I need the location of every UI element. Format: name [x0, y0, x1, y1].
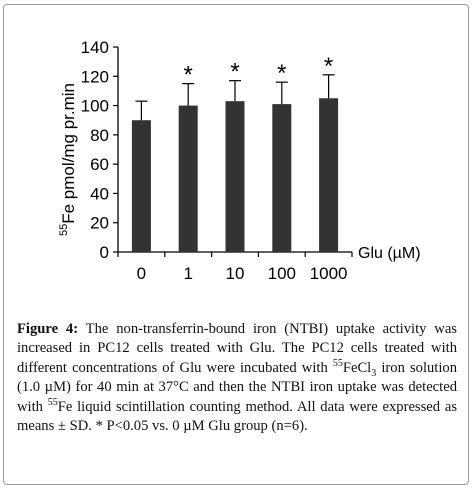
labels: 0 20 40 60 80 100 120 140 0 1 * 10 * 100 * 1000 * Glu (µM… — [58, 38, 421, 283]
caption-sup-1: 55 — [332, 357, 343, 369]
chart-svg: 0 20 40 60 80 100 120 140 0 1 * 10 * 100 * 1000 * Glu (µM… — [58, 38, 421, 283]
y-tick-label: 140 — [81, 38, 109, 57]
x-axis-label: Glu (µM) — [358, 245, 421, 262]
bar — [319, 98, 339, 252]
bar — [178, 105, 198, 252]
bar — [225, 101, 245, 252]
caption-text-4: Fe liquid scintillation counting method.… — [17, 398, 458, 435]
significance-star: * — [324, 53, 333, 80]
y-tick-label: 120 — [81, 67, 109, 86]
y-tick-label: 80 — [90, 126, 109, 145]
significance-star: * — [184, 62, 193, 89]
figure-caption: Figure 4: The non-transferrin-bound iron… — [17, 320, 457, 436]
bar-chart: 0 20 40 60 80 100 120 140 0 1 * 10 * 100 * 1000 * Glu (µM… — [58, 38, 421, 283]
caption-sup-2: 55 — [47, 396, 58, 408]
caption-label: Figure 4: — [17, 321, 79, 337]
bar — [272, 104, 292, 252]
caption-sub-1: 3 — [371, 367, 377, 379]
y-axis-label: 55Fe pmol/mg pr.min — [58, 83, 78, 236]
bar — [131, 120, 151, 252]
x-tick-label: 100 — [268, 264, 296, 283]
caption-text-2: FeCl — [342, 359, 372, 376]
y-tick-label: 40 — [90, 184, 109, 203]
caption-text-1: The non-transferrin-bound iron (NTBI) up… — [17, 321, 457, 376]
y-tick-label: 20 — [90, 214, 109, 233]
caption-text-3: iron solution (1.0 µM) for 40 min at 37°… — [17, 359, 457, 415]
x-tick-label: 0 — [137, 264, 146, 283]
y-tick-label: 0 — [100, 243, 109, 262]
significance-star: * — [277, 60, 286, 87]
y-axis-label-text: Fe pmol/mg pr.min — [59, 83, 78, 224]
significance-star: * — [230, 59, 239, 86]
bars — [131, 74, 339, 252]
y-tick-label: 100 — [81, 97, 109, 116]
y-tick-label: 60 — [90, 155, 109, 174]
x-tick-label: 1000 — [310, 264, 348, 283]
y-axis-label-superscript: 55 — [58, 224, 70, 236]
x-tick-label: 10 — [226, 264, 245, 283]
x-tick-label: 1 — [183, 264, 192, 283]
